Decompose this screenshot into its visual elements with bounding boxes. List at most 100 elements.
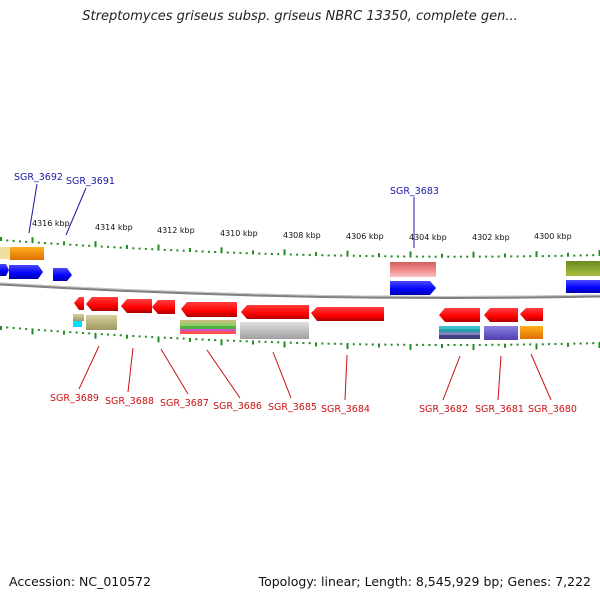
gene-arrow-reverse[interactable] [241,305,309,319]
ruler-tick [327,254,330,257]
feature-block-orange[interactable] [520,326,543,339]
gene-label-bottom[interactable]: SGR_3686 [213,401,262,412]
ruler-tick [296,253,299,256]
ruler-tick [541,343,544,346]
ruler-tick [18,327,21,330]
feature-block-teal[interactable] [439,329,480,332]
gene-arrow-forward[interactable] [0,264,9,276]
ruler-tick [315,252,317,257]
ruler-tick [37,241,40,244]
ruler-tick [151,248,154,251]
ruler-tick [598,342,600,348]
feature-block-cyan[interactable] [73,321,82,327]
ruler-tick [422,255,425,258]
gene-arrow-forward[interactable] [9,265,43,279]
feature-block-tan[interactable] [86,315,117,330]
gene-label-top[interactable]: SGR_3691 [66,176,115,187]
ruler-tick [478,255,481,258]
gene-arrow-reverse[interactable] [181,302,237,317]
ruler-tick [321,342,324,345]
gene-arrow-forward[interactable] [53,268,72,281]
ruler-tick [333,342,336,345]
gene-label-top[interactable]: SGR_3683 [390,186,439,197]
gene-arrow-reverse[interactable] [86,297,118,311]
gene-label-bottom[interactable]: SGR_3685 [268,402,317,413]
ruler-label: 4316 kbp [32,219,70,228]
feature-block-gray[interactable] [240,322,309,339]
gene-label-bottom[interactable]: SGR_3680 [528,404,577,415]
gene-block-orange[interactable] [10,247,44,260]
gene-label-bottom[interactable]: SGR_3682 [419,404,468,415]
gene-arrow-reverse[interactable] [152,300,175,314]
ruler-tick [94,332,97,339]
ruler-tick [56,330,59,333]
feature-block-teal[interactable] [439,332,480,335]
accession-text: Accession: NC_010572 [9,574,152,589]
ruler-tick [302,342,305,345]
ruler-tick [535,251,538,258]
ruler-tick [113,246,116,249]
ruler-tick [579,342,582,345]
feature-block-teal[interactable] [439,335,480,339]
ruler-tick [396,255,399,258]
gene-block-olive[interactable] [566,261,600,276]
ruler-tick [176,337,179,340]
ruler-tick [163,248,166,251]
ruler-tick [422,343,425,346]
ruler-tick [195,338,198,341]
gene-arrow-reverse[interactable] [520,308,543,321]
ruler-tick [403,255,406,258]
ruler-tick [44,242,47,245]
feature-block-multicolor[interactable] [180,320,236,323]
gene-label-top[interactable]: SGR_3692 [14,172,63,183]
ruler-tick [296,341,299,344]
ruler-tick [12,327,15,329]
ruler-tick [466,344,469,346]
gene-label-bottom[interactable]: SGR_3688 [105,396,154,407]
ruler-tick [441,253,443,258]
ruler-label: 4312 kbp [157,226,195,235]
ruler-tick [56,242,59,245]
gene-arrow-forward[interactable] [390,281,436,295]
ruler-tick [144,247,147,250]
gene-block-pale[interactable] [0,247,10,259]
ruler-tick [510,255,513,258]
feature-block-multicolor[interactable] [180,329,236,331]
gene-arrow-reverse[interactable] [439,308,480,322]
ruler-tick [516,343,519,346]
ruler-tick [541,255,544,258]
gene-arrow-reverse[interactable] [121,299,152,313]
ruler-tick [233,339,236,342]
ruler-tick [365,255,368,257]
feature-block-multicolor[interactable] [180,326,236,329]
ruler-tick [560,342,563,345]
ruler-tick [315,342,317,347]
ruler-tick [302,253,305,256]
gene-label-bottom[interactable]: SGR_3684 [321,404,370,415]
ruler-tick [0,326,2,330]
ruler-tick [258,252,261,255]
gene-arrow-reverse[interactable] [484,308,518,322]
gene-block-pink[interactable] [390,262,436,277]
ruler-tick [352,254,355,257]
ruler-tick [321,254,324,257]
feature-block-multicolor[interactable] [180,331,236,334]
ruler-tick [126,245,128,249]
gene-label-bottom[interactable]: SGR_3681 [475,404,524,415]
feature-block-purple[interactable] [484,326,518,340]
feature-block-tan[interactable] [73,314,84,321]
ruler-tick [107,245,110,248]
feature-block-teal[interactable] [439,326,480,329]
gene-label-bottom[interactable]: SGR_3689 [50,393,99,404]
ruler-tick [340,342,343,345]
gene-arrow-reverse[interactable] [311,307,384,321]
ruler-tick [434,344,437,346]
ruler-tick [170,337,173,339]
top-label-leaders [28,183,415,248]
ruler-tick [252,250,254,255]
gene-arrow-reverse[interactable] [74,297,84,310]
feature-block-multicolor[interactable] [180,323,236,326]
gene-block-blue[interactable] [566,280,600,293]
gene-label-bottom[interactable]: SGR_3687 [160,398,209,409]
